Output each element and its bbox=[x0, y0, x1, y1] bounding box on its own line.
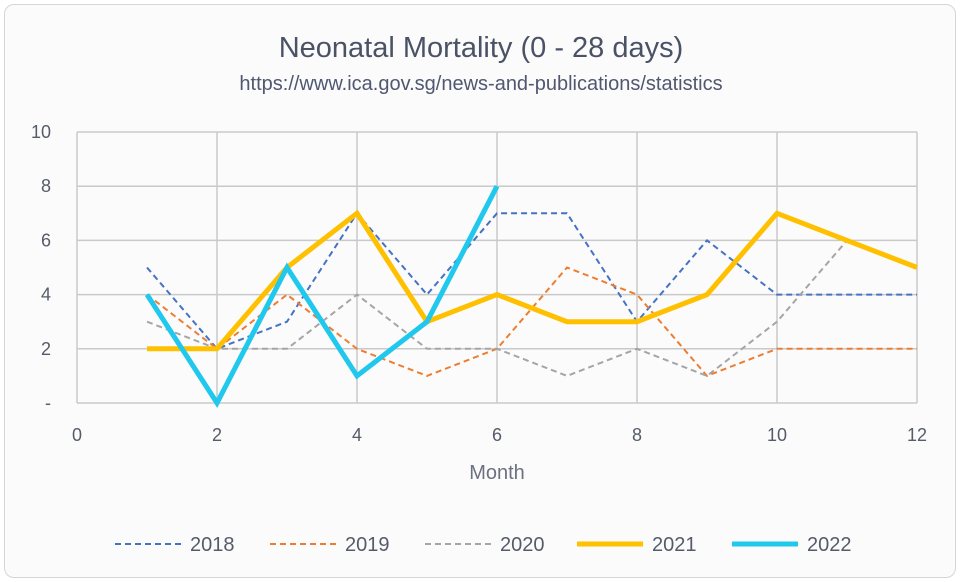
legend-label-2021: 2021 bbox=[652, 534, 697, 556]
series-line-2021 bbox=[147, 209, 918, 352]
x-tick-label: 6 bbox=[492, 425, 502, 445]
x-tick-label: 4 bbox=[352, 425, 362, 445]
legend: 2018 2019 2020 2021 2022 bbox=[115, 534, 852, 556]
legend-label-2019: 2019 bbox=[345, 534, 390, 556]
chart-subtitle: https://www.ica.gov.sg/news-and-publicat… bbox=[239, 73, 722, 95]
y-tick-label: 8 bbox=[41, 176, 51, 196]
y-tick-label: 10 bbox=[31, 122, 51, 142]
legend-label-2018: 2018 bbox=[190, 534, 235, 556]
series-line-2022 bbox=[144, 185, 500, 408]
y-tick-label: - bbox=[45, 393, 51, 413]
axis-tick-labels: - 2 4 6 8 10 0 2 4 6 8 10 12 bbox=[31, 122, 927, 445]
x-axis-title: Month bbox=[469, 462, 525, 484]
series-line-2019 bbox=[146, 266, 917, 378]
legend-label-2022: 2022 bbox=[807, 534, 852, 556]
legend-label-2020: 2020 bbox=[500, 534, 545, 556]
x-tick-label: 8 bbox=[632, 425, 642, 445]
chart-frame: Neonatal Mortality (0 - 28 days) https:/… bbox=[4, 4, 956, 578]
x-tick-label: 10 bbox=[767, 425, 787, 445]
series-line-2018 bbox=[146, 211, 917, 350]
x-tick-label: 2 bbox=[212, 425, 222, 445]
series-line-2020 bbox=[146, 239, 918, 378]
y-tick-label: 2 bbox=[41, 339, 51, 359]
chart-svg: Neonatal Mortality (0 - 28 days) https:/… bbox=[31, 32, 927, 556]
series-lines bbox=[144, 185, 918, 408]
chart-title: Neonatal Mortality (0 - 28 days) bbox=[279, 32, 684, 64]
x-tick-label: 12 bbox=[907, 425, 927, 445]
grid-lines bbox=[76, 131, 918, 404]
y-tick-label: 6 bbox=[41, 230, 51, 250]
y-tick-label: 4 bbox=[41, 285, 51, 305]
x-tick-label: 0 bbox=[72, 425, 82, 445]
